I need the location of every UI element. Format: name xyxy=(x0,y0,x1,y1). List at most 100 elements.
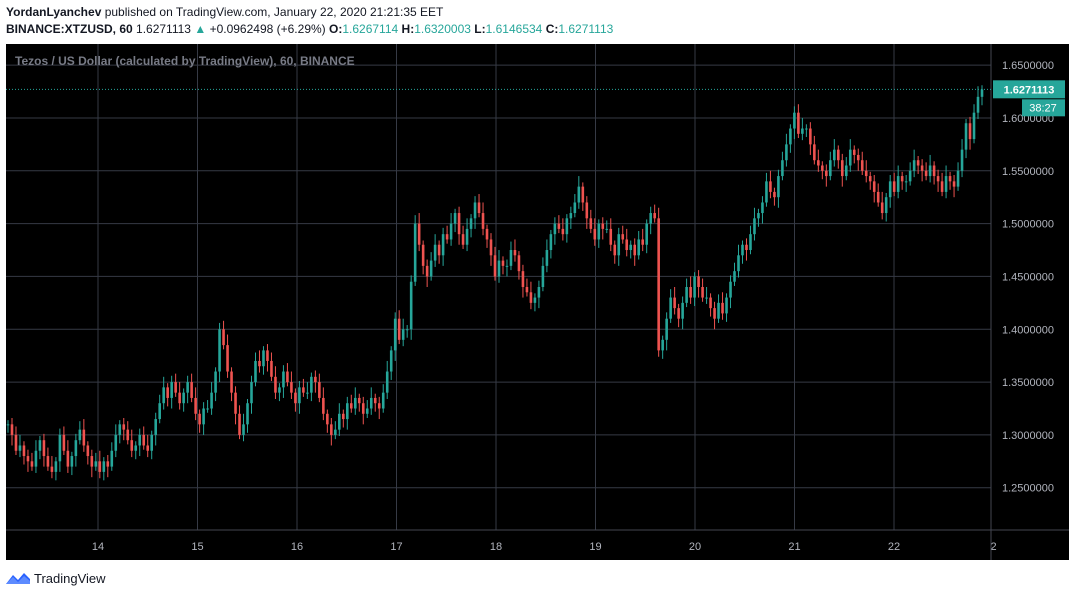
candle-body xyxy=(34,450,38,467)
candle-body xyxy=(577,186,581,203)
candle-body xyxy=(665,318,668,340)
low-value: 1.6146534 xyxy=(485,22,543,36)
candle-body xyxy=(178,392,181,404)
candle-body xyxy=(122,424,126,430)
candle-body xyxy=(429,260,433,277)
candle-body xyxy=(669,297,672,319)
candle-body xyxy=(250,382,253,404)
x-tick-label: 19 xyxy=(589,541,601,553)
candle-body xyxy=(677,308,680,319)
candle-body xyxy=(896,176,900,192)
candle-body xyxy=(102,461,106,472)
candle-body xyxy=(908,170,912,182)
candle-body xyxy=(533,297,537,303)
candle-body xyxy=(346,403,349,420)
candle-body xyxy=(565,218,569,235)
candle-body xyxy=(18,445,22,451)
candle-body xyxy=(701,287,704,298)
publish-info: YordanLyanchev published on TradingView.… xyxy=(6,5,443,19)
candle-body xyxy=(218,329,221,372)
candle-body xyxy=(888,181,892,198)
candle-body xyxy=(649,213,652,224)
candle-body xyxy=(421,244,425,266)
candle-body xyxy=(833,149,836,161)
x-tick-label: 16 xyxy=(291,541,303,553)
candle-body xyxy=(840,160,844,177)
candlestick-chart[interactable]: 1.65000001.60000001.55000001.50000001.45… xyxy=(6,44,1069,560)
candle-body xyxy=(74,440,78,457)
x-tick-label: 14 xyxy=(92,541,104,553)
candle-body xyxy=(322,397,325,414)
candle-body xyxy=(70,456,74,467)
candle-body xyxy=(944,176,948,192)
candle-body xyxy=(182,392,185,404)
candle-body xyxy=(693,276,696,298)
candle-body xyxy=(605,228,609,230)
candle-body xyxy=(661,339,664,351)
candle-body xyxy=(509,250,513,266)
candle-body xyxy=(968,123,972,140)
candle-body xyxy=(817,160,820,166)
candle-body xyxy=(609,228,613,245)
high-label: H: xyxy=(401,22,415,36)
candle-body xyxy=(936,176,940,182)
candle-body xyxy=(326,413,329,425)
candle-body xyxy=(809,128,812,145)
candle-body xyxy=(860,160,864,171)
candle-body xyxy=(361,403,365,414)
candle-body xyxy=(521,271,525,287)
candle-body xyxy=(162,387,165,404)
x-tick-label: 15 xyxy=(191,541,203,553)
candle-body xyxy=(365,408,369,414)
candle-body xyxy=(681,302,684,319)
candle-body xyxy=(334,429,337,435)
candle-body xyxy=(417,223,421,245)
candle-body xyxy=(749,234,752,251)
candle-body xyxy=(282,371,285,388)
candle-body xyxy=(633,244,637,256)
close-label: C: xyxy=(545,22,559,36)
candle-body xyxy=(709,297,712,309)
open-label: O: xyxy=(329,22,343,36)
candle-body xyxy=(158,403,161,420)
footer-brand[interactable]: TradingView xyxy=(6,569,106,587)
candle-body xyxy=(689,287,692,298)
last-price-badge xyxy=(993,80,1065,99)
candle-body xyxy=(246,403,249,425)
candle-body xyxy=(302,387,305,393)
y-tick-label: 1.2500000 xyxy=(1002,483,1054,495)
y-tick-label: 1.3000000 xyxy=(1002,430,1054,442)
candle-body xyxy=(761,202,764,214)
candle-body xyxy=(318,382,321,398)
candle-body xyxy=(856,154,860,161)
candle-body xyxy=(597,223,601,240)
candle-body xyxy=(166,387,169,398)
chart-area[interactable]: 1.6500000 1.6000000 1.5500000 1.5000000 1.45… xyxy=(6,44,1069,560)
candle-body xyxy=(274,376,277,393)
candle-body xyxy=(641,239,644,245)
candle-body xyxy=(713,308,716,319)
candle-body xyxy=(441,234,445,256)
candle-body xyxy=(673,297,676,309)
last-price: 1.6271113 xyxy=(136,22,191,36)
open-value: 1.6267114 xyxy=(342,22,399,36)
candle-body xyxy=(457,213,461,235)
candle-body xyxy=(645,223,648,245)
candle-body xyxy=(369,397,373,409)
candle-body xyxy=(769,181,772,192)
candle-body xyxy=(797,112,800,134)
candle-body xyxy=(948,176,952,182)
candle-body xyxy=(393,318,397,351)
author-name[interactable]: YordanLyanchev xyxy=(6,5,102,19)
candle-body xyxy=(198,413,201,425)
candle-body xyxy=(589,218,593,229)
candle-body xyxy=(637,239,641,256)
candle-body xyxy=(202,408,205,425)
candle-body xyxy=(26,456,30,462)
candle-body xyxy=(581,186,585,203)
candle-body xyxy=(477,202,481,214)
candle-body xyxy=(230,371,233,393)
footer-brand-text: TradingView xyxy=(34,570,106,586)
candle-body xyxy=(170,382,173,398)
candle-body xyxy=(30,461,34,467)
